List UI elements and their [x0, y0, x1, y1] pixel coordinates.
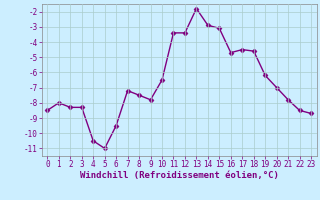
X-axis label: Windchill (Refroidissement éolien,°C): Windchill (Refroidissement éolien,°C): [80, 171, 279, 180]
